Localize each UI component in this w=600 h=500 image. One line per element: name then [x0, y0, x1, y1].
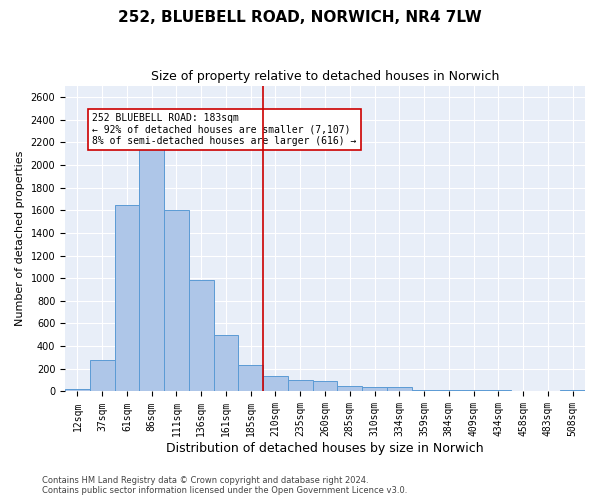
- Bar: [313, 380, 337, 392]
- Bar: [139, 148, 164, 392]
- Bar: [461, 390, 486, 392]
- Bar: [214, 335, 238, 392]
- Bar: [436, 390, 461, 392]
- Bar: [535, 391, 560, 392]
- Bar: [65, 389, 90, 392]
- Bar: [189, 280, 214, 392]
- Bar: [115, 204, 139, 392]
- Bar: [263, 376, 288, 392]
- Text: 252, BLUEBELL ROAD, NORWICH, NR4 7LW: 252, BLUEBELL ROAD, NORWICH, NR4 7LW: [118, 10, 482, 25]
- Text: 252 BLUEBELL ROAD: 183sqm
← 92% of detached houses are smaller (7,107)
8% of sem: 252 BLUEBELL ROAD: 183sqm ← 92% of detac…: [92, 112, 356, 146]
- Bar: [486, 390, 511, 392]
- Y-axis label: Number of detached properties: Number of detached properties: [15, 151, 25, 326]
- Bar: [362, 386, 387, 392]
- Text: Contains HM Land Registry data © Crown copyright and database right 2024.
Contai: Contains HM Land Registry data © Crown c…: [42, 476, 407, 495]
- Bar: [238, 366, 263, 392]
- X-axis label: Distribution of detached houses by size in Norwich: Distribution of detached houses by size …: [166, 442, 484, 455]
- Title: Size of property relative to detached houses in Norwich: Size of property relative to detached ho…: [151, 70, 499, 83]
- Bar: [337, 386, 362, 392]
- Bar: [511, 390, 535, 392]
- Bar: [560, 390, 585, 392]
- Bar: [90, 360, 115, 392]
- Bar: [412, 390, 436, 392]
- Bar: [164, 210, 189, 392]
- Bar: [288, 380, 313, 392]
- Bar: [387, 387, 412, 392]
